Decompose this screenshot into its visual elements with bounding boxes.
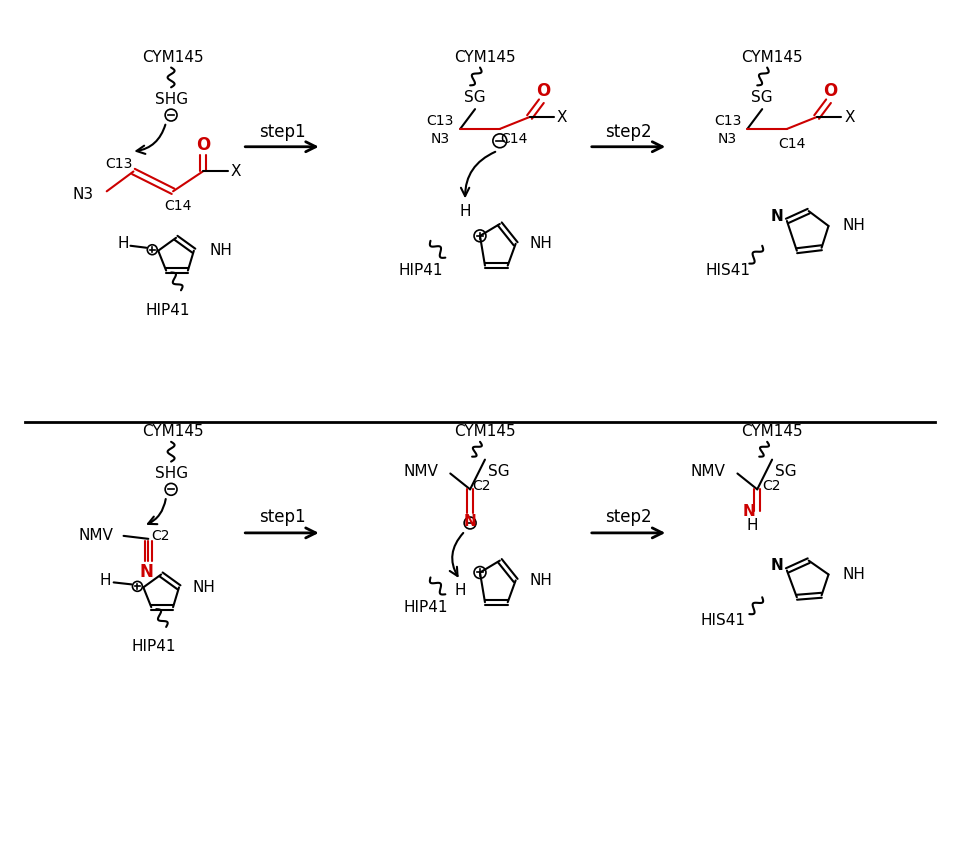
Text: NMV: NMV	[403, 464, 439, 479]
Text: CYM145: CYM145	[741, 425, 803, 440]
Text: NH: NH	[842, 567, 865, 582]
Text: SHG: SHG	[155, 466, 187, 481]
Text: N: N	[139, 564, 154, 582]
Text: N: N	[771, 208, 783, 224]
Text: SG: SG	[775, 464, 797, 479]
Text: C14: C14	[164, 199, 192, 214]
Text: N: N	[464, 513, 476, 528]
Text: C2: C2	[762, 479, 780, 494]
Text: N3: N3	[718, 132, 737, 146]
Text: H: H	[747, 518, 758, 533]
Text: HIP41: HIP41	[146, 303, 190, 317]
Text: O: O	[824, 83, 838, 100]
Text: NH: NH	[842, 219, 865, 234]
Text: SG: SG	[465, 89, 486, 105]
Text: H: H	[460, 203, 471, 219]
Text: HIS41: HIS41	[705, 263, 750, 278]
Text: O: O	[196, 136, 210, 154]
Text: NMV: NMV	[690, 464, 726, 479]
Text: C13: C13	[426, 114, 454, 128]
Text: NH: NH	[193, 580, 216, 595]
Text: NH: NH	[209, 243, 232, 258]
Text: H: H	[100, 573, 111, 588]
Text: N: N	[743, 504, 756, 518]
Text: N3: N3	[73, 187, 94, 202]
Text: NH: NH	[530, 236, 552, 252]
Text: X: X	[230, 164, 241, 179]
Text: H: H	[118, 236, 130, 252]
Text: SG: SG	[488, 464, 510, 479]
Text: HIP41: HIP41	[131, 639, 176, 654]
Text: X: X	[557, 110, 567, 125]
Text: C2: C2	[151, 529, 169, 543]
Text: X: X	[844, 110, 854, 125]
Text: CYM145: CYM145	[142, 425, 204, 440]
Text: N: N	[771, 558, 783, 573]
Text: SHG: SHG	[155, 92, 187, 106]
Text: C13: C13	[714, 114, 741, 128]
Text: step1: step1	[258, 123, 305, 141]
Text: CYM145: CYM145	[454, 50, 516, 65]
Text: C14: C14	[500, 132, 527, 146]
Text: O: O	[537, 83, 550, 100]
Text: CYM145: CYM145	[142, 50, 204, 65]
Text: NMV: NMV	[79, 528, 113, 544]
Text: CYM145: CYM145	[454, 425, 516, 440]
Text: C13: C13	[105, 157, 132, 170]
Text: CYM145: CYM145	[741, 50, 803, 65]
Text: step1: step1	[258, 508, 305, 526]
Text: N3: N3	[431, 132, 450, 146]
Text: NH: NH	[530, 573, 552, 588]
Text: step2: step2	[605, 123, 652, 141]
Text: HIP41: HIP41	[403, 599, 447, 614]
Text: HIS41: HIS41	[700, 613, 745, 628]
Text: C2: C2	[472, 479, 492, 494]
Text: SG: SG	[752, 89, 773, 105]
Text: C14: C14	[779, 137, 805, 151]
Text: HIP41: HIP41	[398, 263, 443, 278]
Text: H: H	[454, 583, 466, 598]
Text: step2: step2	[605, 508, 652, 526]
